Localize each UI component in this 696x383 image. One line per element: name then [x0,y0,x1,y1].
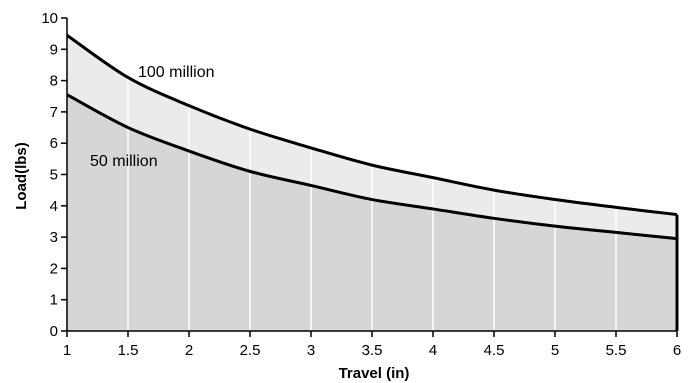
y-axis-title: Load(lbs) [13,142,30,210]
x-tick-label-5.5: 5.5 [606,342,627,359]
x-tick-label-5: 5 [551,342,559,359]
y-tick-label-6: 6 [50,135,58,152]
y-tick-label-1: 1 [50,292,58,309]
y-tick-label-9: 9 [50,41,58,58]
x-tick-label-3: 3 [307,342,315,359]
y-tick-label-10: 10 [41,10,58,27]
y-tick-label-0: 0 [50,323,58,340]
series-label-50-million: 50 million [90,153,158,170]
axes [61,17,678,337]
line-100-million [66,33,678,217]
series-lines [66,33,679,331]
line-50-million [66,93,678,241]
y-tick-label-4: 4 [50,198,58,215]
x-tick-label-4: 4 [429,342,437,359]
x-axis-title: Travel (in) [339,365,410,382]
x-tick-label-2.5: 2.5 [240,342,261,359]
x-tick-label-3.5: 3.5 [362,342,383,359]
y-tick-label-8: 8 [50,73,58,90]
y-tick-label-5: 5 [50,167,58,184]
x-tick-label-4.5: 4.5 [484,342,505,359]
vertical-gridlines [127,18,678,331]
y-tick-label-2: 2 [50,260,58,277]
y-tick-label-3: 3 [50,229,58,246]
y-tick-label-7: 7 [50,104,58,121]
x-tick-label-1: 1 [63,342,71,359]
series-label-100-million: 100 million [138,64,214,81]
x-tick-label-1.5: 1.5 [118,342,139,359]
x-tick-label-6: 6 [673,342,681,359]
x-tick-label-2: 2 [185,342,193,359]
